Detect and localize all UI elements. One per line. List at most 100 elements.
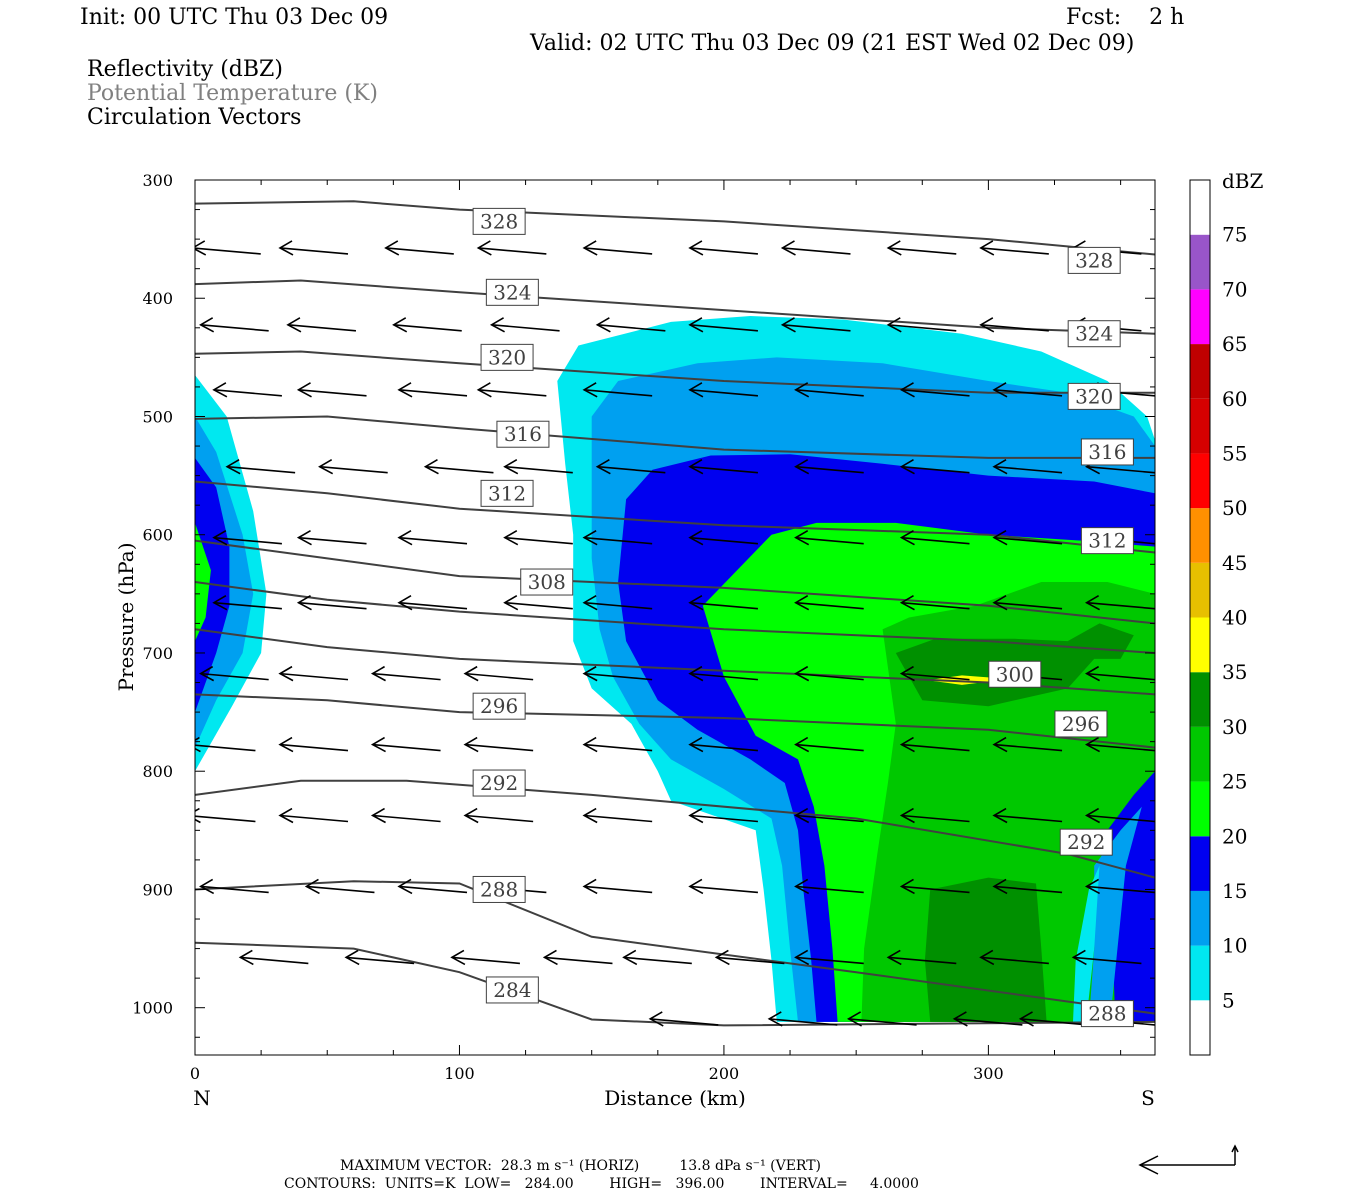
circulation-vector bbox=[195, 240, 261, 256]
contour-label-text: 292 bbox=[1067, 830, 1105, 854]
contour-label-312: 312 bbox=[1080, 527, 1134, 555]
contour-label-text: 288 bbox=[1088, 1002, 1126, 1026]
x-end-label-left: N bbox=[193, 1086, 211, 1110]
contour-label-328: 328 bbox=[1067, 246, 1121, 274]
vector-head bbox=[195, 807, 201, 824]
vector-head bbox=[397, 878, 413, 895]
vector-head bbox=[344, 949, 360, 966]
circulation-vector bbox=[304, 878, 375, 895]
circulation-vector bbox=[992, 529, 1063, 546]
vector-head bbox=[622, 949, 638, 966]
circulation-vector bbox=[794, 736, 864, 753]
vector-shaft bbox=[993, 743, 1063, 752]
contour-label-316: 316 bbox=[1080, 438, 1134, 466]
x-tick-label: 200 bbox=[709, 1064, 740, 1083]
y-tick-label: 300 bbox=[142, 171, 173, 190]
vector-head bbox=[582, 594, 598, 611]
contour-label-text: 320 bbox=[1075, 384, 1113, 408]
vector-shaft bbox=[795, 389, 864, 397]
colorbar-bin bbox=[1190, 508, 1210, 563]
circulation-vector bbox=[199, 665, 269, 682]
vector-head bbox=[392, 317, 408, 333]
circulation-vector bbox=[846, 1011, 917, 1027]
contour-label-text: 312 bbox=[488, 481, 526, 505]
circulation-vector bbox=[1084, 665, 1155, 682]
vector-head bbox=[286, 317, 302, 333]
colorbar-bin bbox=[1190, 836, 1210, 891]
vector-shaft bbox=[650, 1018, 719, 1026]
circulation-vector bbox=[489, 317, 560, 333]
vector-head bbox=[476, 240, 492, 256]
circulation-vector bbox=[344, 949, 415, 966]
vector-shaft bbox=[901, 389, 970, 397]
vector-head bbox=[688, 459, 704, 475]
vector-shaft bbox=[795, 601, 864, 610]
circulation-vector bbox=[992, 878, 1063, 895]
vector-shaft bbox=[398, 601, 468, 610]
contour-label-box bbox=[1080, 527, 1134, 555]
vector-shaft bbox=[200, 324, 269, 332]
vector-shaft bbox=[954, 1018, 1023, 1026]
vector-shaft bbox=[504, 536, 573, 545]
theta-contour-296 bbox=[195, 693, 1155, 749]
vector-shaft bbox=[1086, 743, 1155, 752]
y-tick-label: 800 bbox=[142, 762, 173, 781]
vector-shaft bbox=[795, 814, 864, 823]
vector-head bbox=[463, 807, 479, 824]
contour-label-text: 316 bbox=[1088, 440, 1126, 464]
colorbar-label: 70 bbox=[1222, 277, 1247, 301]
contour-label-text: 324 bbox=[1075, 322, 1113, 346]
theta-contour-304 bbox=[195, 581, 1155, 654]
contour-label-box bbox=[1080, 1000, 1134, 1028]
vector-head bbox=[1084, 594, 1100, 611]
vector-head bbox=[714, 949, 730, 966]
circulation-vector bbox=[595, 317, 666, 333]
contour-label-box bbox=[480, 479, 534, 507]
circulation-vector bbox=[296, 382, 367, 398]
colorbar-label: 40 bbox=[1222, 606, 1247, 630]
vector-head bbox=[899, 382, 915, 398]
vector-shaft bbox=[298, 536, 367, 545]
vector-head bbox=[992, 878, 1008, 895]
colorbar-bin bbox=[1190, 945, 1210, 1001]
circulation-vector bbox=[992, 736, 1063, 753]
contour-label-box bbox=[472, 875, 526, 903]
vector-shaft bbox=[584, 672, 653, 681]
circulation-vector bbox=[1071, 949, 1142, 966]
circulation-vector bbox=[688, 240, 758, 256]
vector-head bbox=[899, 807, 915, 824]
circulation-vector bbox=[688, 665, 758, 682]
circulation-vector bbox=[503, 459, 573, 475]
vector-shaft bbox=[795, 743, 864, 752]
circulation-vector bbox=[199, 317, 269, 333]
reflectivity-region-10dbz bbox=[1088, 806, 1142, 1022]
circulation-vector bbox=[688, 529, 758, 546]
colorbar-label: 35 bbox=[1222, 660, 1247, 684]
colorbar-bin bbox=[1190, 890, 1210, 946]
vector-shaft bbox=[425, 465, 494, 474]
contour-label-288: 288 bbox=[1080, 1000, 1134, 1028]
vector-head bbox=[780, 317, 796, 333]
circulation-vector bbox=[952, 1011, 1023, 1027]
contour-label-text: 308 bbox=[528, 570, 566, 594]
contour-label-292: 292 bbox=[1059, 828, 1113, 856]
vector-head bbox=[899, 529, 915, 546]
vector-head bbox=[212, 382, 228, 398]
vector-shaft bbox=[195, 744, 256, 752]
vector-head bbox=[238, 949, 254, 966]
forecast-hour: Fcst: 2 h bbox=[1066, 5, 1185, 30]
circulation-vector bbox=[1084, 736, 1155, 753]
circulation-vector bbox=[392, 317, 462, 333]
contour-label-text: 296 bbox=[480, 694, 518, 718]
circulation-vector bbox=[582, 594, 653, 611]
x-tick-label: 300 bbox=[973, 1064, 1004, 1083]
vector-shaft bbox=[993, 465, 1063, 474]
vector-head bbox=[225, 459, 241, 475]
vector-head bbox=[503, 594, 519, 611]
contour-label-box bbox=[485, 278, 539, 306]
vector-head bbox=[794, 665, 810, 682]
contour-label-box bbox=[520, 568, 574, 596]
vector-head bbox=[979, 949, 995, 966]
max-vector-info: MAXIMUM VECTOR: 28.3 m s⁻¹ (HORIZ) 13.8 … bbox=[340, 1158, 822, 1174]
contour-label-box bbox=[1067, 382, 1121, 410]
